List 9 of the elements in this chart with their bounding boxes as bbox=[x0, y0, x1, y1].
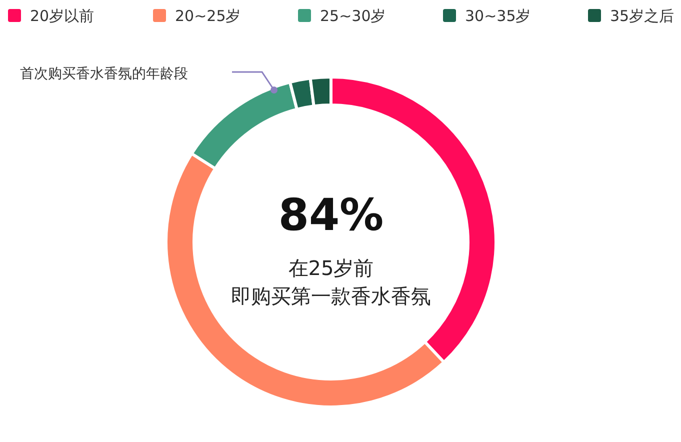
legend-label: 25~30岁 bbox=[320, 7, 386, 25]
legend-label: 35岁之后 bbox=[610, 7, 674, 25]
text: 即购买第一款香水香氛 bbox=[231, 284, 431, 308]
legend-label: 20~25岁 bbox=[175, 7, 241, 25]
legend-label: 30~35岁 bbox=[465, 7, 531, 25]
text: 首次购买香水香氛的年龄段 bbox=[20, 66, 188, 82]
text: 84% bbox=[278, 190, 384, 241]
legend-label: 20岁以前 bbox=[30, 7, 94, 25]
text: 在25岁前 bbox=[288, 256, 374, 280]
